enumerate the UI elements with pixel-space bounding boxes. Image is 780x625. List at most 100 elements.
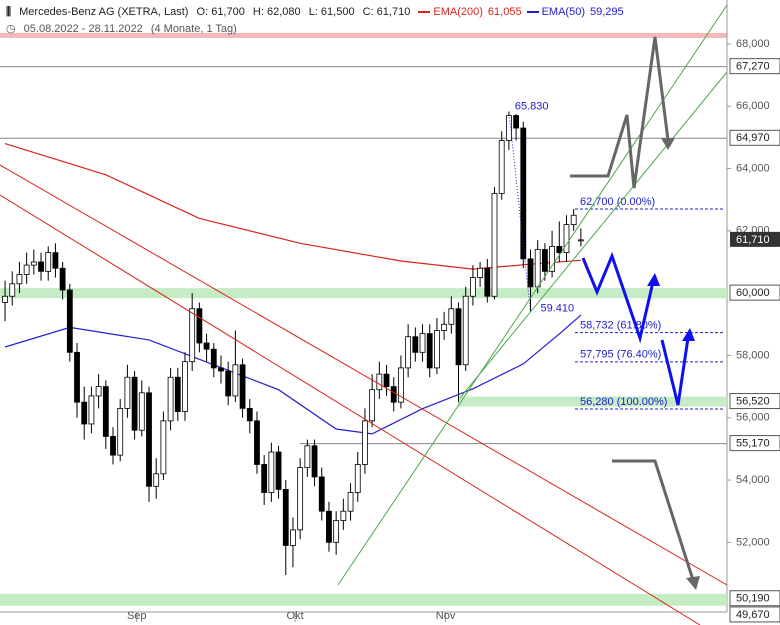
candle-body (30, 261, 37, 266)
annotation: 59.410 (540, 302, 574, 314)
scenario-arrow (570, 36, 670, 189)
candle-body (527, 258, 534, 288)
y-tick-label: 54,000 (736, 474, 770, 486)
title: Mercedes-Benz AG (XETRA, Last) (19, 6, 189, 18)
candle-body (505, 115, 512, 141)
candle-body (95, 386, 102, 397)
candle-body (398, 367, 404, 403)
header-value: H: 62,080 (252, 6, 301, 18)
y-tick-label: 56,000 (736, 412, 770, 424)
candle-body (189, 308, 196, 363)
level-label: 56,520 (736, 395, 770, 407)
level-box (729, 129, 780, 146)
candle-body (326, 510, 332, 543)
candle-body (405, 336, 412, 369)
candle-body (441, 323, 448, 331)
legend-value: 59,295 (589, 6, 624, 18)
legend-swatch (526, 11, 539, 14)
candle-body (282, 488, 289, 546)
ema-line (4, 314, 582, 435)
candle-body (246, 407, 253, 422)
candle-body (102, 386, 109, 437)
header-row: ⫼ Mercedes-Benz AG (XETRA, Last) O: 61,7… (6, 6, 634, 19)
candle-body (383, 373, 390, 387)
candle-body (419, 333, 426, 353)
candle-body (110, 436, 116, 456)
fib-label: 57,795 (76.40%) (580, 349, 661, 361)
candle-body (311, 445, 318, 478)
level-box (729, 284, 780, 301)
candle-body (2, 295, 8, 303)
candle-body (196, 308, 203, 344)
legend: EMA(200) 61,055 EMA(50) 59,295 (418, 6, 628, 18)
candle-body (218, 367, 224, 372)
candle-body (74, 351, 80, 403)
subtitle: 05.08.2022 - 28.11.2022 (23, 23, 143, 35)
candle-body (577, 239, 584, 242)
candle-body (470, 277, 476, 297)
candle-body (462, 295, 469, 366)
resistance-band (0, 33, 727, 38)
candle-body (203, 342, 210, 350)
candle-body (225, 370, 232, 397)
y-tick-label: 52,000 (736, 536, 770, 548)
candle-body (455, 308, 462, 366)
plot: 68,00066,00064,00062,00058,00056,00054,0… (0, 38, 780, 623)
legend-swatch (418, 11, 431, 14)
fib-label: 62,700 (0.00%) (580, 196, 655, 208)
candle-body (347, 492, 354, 512)
level-box (729, 58, 780, 75)
candle-body (354, 464, 361, 493)
level-label: 67,270 (736, 61, 770, 73)
candle-body (477, 267, 484, 278)
candle-body (304, 445, 311, 468)
legend-label: EMA(50) (541, 6, 585, 18)
y-tick-label: 68,000 (736, 38, 770, 50)
candle-body (268, 451, 275, 493)
level-label: 50,190 (736, 593, 770, 605)
candle-body (390, 386, 397, 403)
level-box (729, 606, 780, 623)
candle-body (549, 246, 555, 272)
candle-body (167, 376, 174, 422)
drawings (0, 4, 728, 625)
y-tick-label: 66,000 (736, 100, 770, 112)
candle-body (426, 333, 433, 369)
candle-body (412, 336, 419, 353)
candle-body (318, 476, 325, 512)
candle-body (81, 401, 88, 425)
support-band (0, 593, 727, 606)
candle-body (9, 283, 16, 297)
candle-body (88, 395, 95, 425)
trend-line (459, 71, 728, 399)
level-label: 49,670 (736, 609, 770, 621)
candle-body (376, 373, 383, 391)
candle-body (138, 392, 145, 431)
trend-line (0, 164, 728, 586)
legend-value: 61,055 (487, 6, 522, 18)
annotation: 65.830 (515, 100, 549, 112)
candle-body (541, 249, 548, 272)
level-box (729, 435, 780, 452)
candle-body (563, 224, 570, 254)
candle-body (333, 520, 340, 543)
trend-line (0, 194, 701, 625)
candle-body (117, 407, 124, 456)
candle-body (52, 252, 59, 269)
candle-body (434, 330, 440, 369)
candle-body (275, 451, 282, 490)
scenario-arrow (612, 459, 695, 581)
candle-body (23, 264, 30, 275)
arrow-head (647, 273, 660, 286)
candle-body (570, 214, 577, 226)
subtitle-note: (4 Monate, 1 Tag) (150, 23, 237, 35)
candle-body (534, 249, 541, 288)
candle-body (210, 348, 217, 369)
y-tick-label: 64,000 (736, 162, 770, 174)
ema-line (4, 143, 581, 270)
x-tick-label: Sep (127, 610, 147, 622)
y-tick-label: 58,000 (736, 349, 770, 361)
